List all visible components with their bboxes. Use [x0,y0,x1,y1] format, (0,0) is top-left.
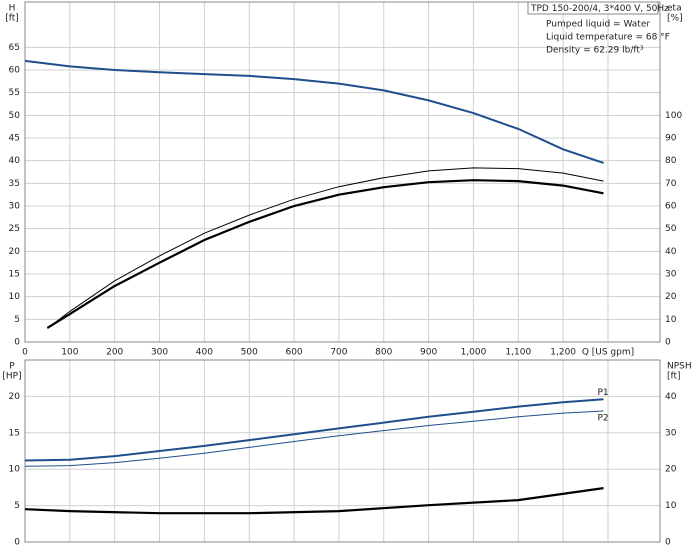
y2-axis-label: eta [667,4,682,14]
x-tick-label: 1,000 [461,348,487,358]
y-tick-label: 20 [9,392,21,402]
series-label: P1 [597,388,608,398]
series-label: P2 [597,413,608,423]
x-tick-label: 700 [330,348,347,358]
y-axis-label: H [9,4,16,14]
y2-tick-label: 30 [665,428,677,438]
y2-tick-label: 60 [665,202,677,212]
y2-axis-label: NPSH [667,362,692,372]
x-tick-label: 500 [241,348,258,358]
curve [24,487,604,515]
y-tick-label: 55 [9,88,20,98]
y-tick-label: 0 [14,338,20,348]
y-tick-label: 5 [14,501,20,511]
x-tick-label: Q [US gpm] [582,348,634,358]
y-tick-label: 15 [9,270,20,280]
chart-title: TPD 150-200/4, 3*400 V, 50Hz [530,4,669,14]
y2-tick-label: 40 [665,392,677,402]
y-tick-label: 35 [9,179,20,189]
y2-tick-label: 0 [665,538,671,546]
y2-tick-label: 100 [665,111,682,121]
y-axis-label: P [9,362,15,372]
x-tick-label: 0 [22,348,28,358]
x-tick-label: 400 [196,348,213,358]
plot-frame [24,359,661,543]
y-tick-label: 15 [9,428,20,438]
y2-axis-label: [%] [667,14,683,24]
y2-tick-label: 90 [665,134,677,144]
y-tick-label: 45 [9,134,20,144]
curve [24,398,604,462]
annotation: Density = 62.29 lb/ft³ [546,46,644,56]
curve [24,410,604,467]
y-tick-label: 10 [9,292,21,302]
x-tick-label: 100 [61,348,78,358]
y-axis-label: [ft] [5,14,19,24]
curve [46,179,604,329]
curve [47,167,604,329]
y-tick-label: 50 [9,111,21,121]
y2-tick-label: 40 [665,247,677,257]
annotation: Liquid temperature = 68 °F [546,33,670,43]
y-tick-label: 0 [14,538,20,546]
y-axis-label: [HP] [2,372,21,382]
x-tick-label: 1,200 [550,348,576,358]
y-tick-label: 20 [9,247,21,257]
y2-tick-label: 50 [665,224,677,234]
x-tick-label: 900 [420,348,437,358]
x-tick-label: 600 [285,348,302,358]
y-tick-label: 10 [9,465,21,475]
plot-frame [24,1,661,343]
y2-tick-label: 10 [665,315,677,325]
y2-tick-label: 70 [665,179,677,189]
y2-tick-label: 0 [665,338,671,348]
y-tick-label: 40 [9,156,21,166]
x-tick-label: 1,100 [505,348,531,358]
x-tick-label: 800 [375,348,392,358]
x-tick-label: 200 [106,348,123,358]
y2-tick-label: 20 [665,465,677,475]
annotation: Pumped liquid = Water [546,20,650,30]
y2-axis-label: [ft] [667,372,681,382]
y2-tick-label: 20 [665,292,677,302]
y2-tick-label: 30 [665,270,677,280]
y2-tick-label: 10 [665,501,677,511]
y-tick-label: 25 [9,224,20,234]
x-tick-label: 300 [151,348,168,358]
y-tick-label: 65 [9,43,20,53]
y2-tick-label: 80 [665,156,677,166]
info-box [527,1,659,15]
curve [24,59,604,164]
y-tick-label: 60 [9,66,21,76]
y-tick-label: 30 [9,202,21,212]
y-tick-label: 5 [14,315,20,325]
